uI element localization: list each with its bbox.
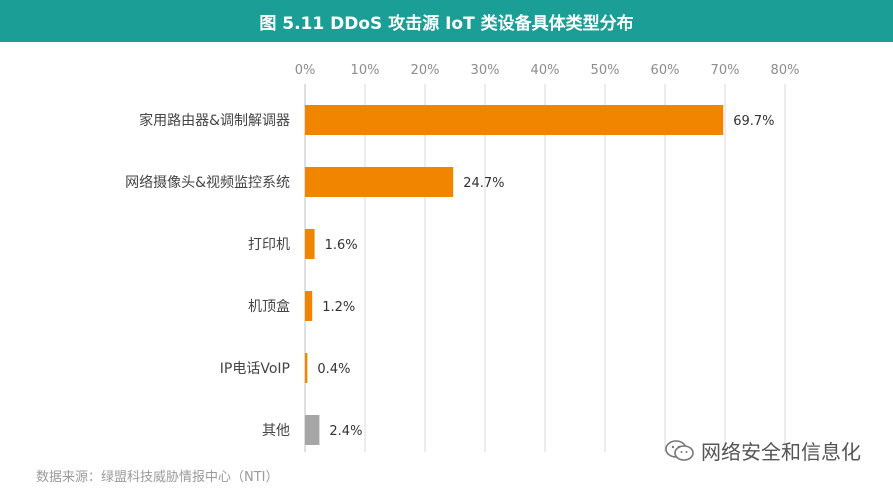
x-tick-label: 80% (771, 63, 800, 78)
data-label: 1.2% (322, 300, 355, 315)
data-label: 24.7% (463, 176, 504, 191)
bar (305, 167, 454, 197)
x-tick-label: 10% (351, 63, 380, 78)
x-tick-label: 30% (471, 63, 500, 78)
watermark: 网络安全和信息化 (665, 436, 861, 465)
x-tick-label: 70% (711, 63, 740, 78)
chart-title: 图 5.11 DDoS 攻击源 IoT 类设备具体类型分布 (0, 0, 893, 42)
category-label: IP电话VoIP (220, 361, 290, 377)
data-source-note: 数据来源：绿盟科技威胁情报中心（NTI） (36, 470, 279, 485)
category-label: 家用路由器&调制解调器 (139, 112, 290, 129)
bar (305, 229, 315, 259)
bar (305, 105, 724, 135)
data-label: 0.4% (317, 362, 350, 377)
x-tick-label: 20% (411, 63, 440, 78)
wechat-icon (665, 439, 694, 461)
category-label: 网络摄像头&视频监控系统 (125, 175, 290, 191)
watermark-text: 网络安全和信息化 (701, 440, 861, 464)
x-tick-label: 0% (295, 63, 316, 78)
data-label: 69.7% (733, 114, 774, 129)
data-label: 1.6% (325, 238, 358, 253)
bar (305, 291, 313, 321)
category-label: 机顶盒 (248, 298, 290, 315)
x-tick-label: 50% (591, 63, 620, 78)
x-tick-label: 40% (531, 63, 560, 78)
x-tick-label: 60% (651, 63, 680, 78)
category-label: 其他 (262, 423, 290, 439)
data-label: 2.4% (329, 424, 362, 439)
category-label: 打印机 (248, 236, 290, 253)
bar-chart: 0% 10% 20% 30% 40% 50% 60% 70% 80% 家用路由器&调制解调器 69.… (125, 63, 800, 452)
bar (305, 353, 308, 383)
bar (305, 415, 320, 445)
